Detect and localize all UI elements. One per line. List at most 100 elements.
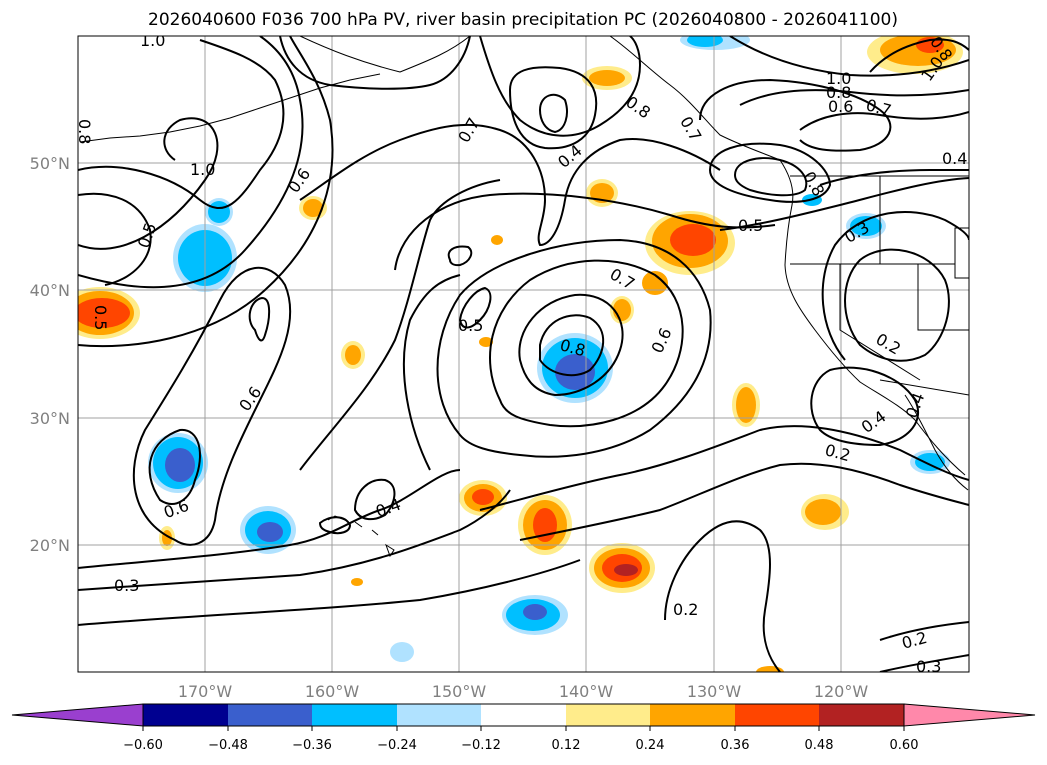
contour-label: 0.3 bbox=[916, 657, 941, 676]
lat-label: 20°N bbox=[30, 536, 70, 555]
shade-positive-9 bbox=[491, 235, 503, 245]
shade-positive-13d bbox=[614, 564, 638, 576]
precip-shading bbox=[78, 36, 963, 672]
map-frame bbox=[77, 35, 970, 673]
shade-negative-top-b bbox=[687, 36, 723, 47]
shade-positive-16b bbox=[805, 499, 841, 525]
contour-17 bbox=[394, 192, 776, 271]
shade-positive-17 bbox=[351, 578, 363, 586]
contour-14 bbox=[479, 36, 642, 137]
contour-8 bbox=[248, 296, 271, 342]
shade-negative-3c bbox=[165, 448, 195, 482]
colorbar-tick-label: 0.36 bbox=[721, 738, 750, 753]
contour-28 bbox=[664, 520, 781, 672]
contour-11 bbox=[78, 559, 581, 626]
contour-label: 0.2 bbox=[673, 600, 698, 619]
shade-negative-5c bbox=[523, 604, 547, 620]
na-west-coast bbox=[779, 159, 966, 476]
lon-label: 150°W bbox=[432, 682, 487, 701]
lat-label: 30°N bbox=[30, 409, 70, 428]
shade-positive-5b bbox=[590, 183, 614, 203]
contour-label: 0.3 bbox=[114, 576, 139, 595]
shade-positive-4b bbox=[303, 199, 323, 217]
contour-19 bbox=[489, 259, 684, 428]
colorbar-bin bbox=[397, 704, 481, 726]
contour-36 bbox=[739, 89, 969, 106]
contour-label: 0.8 bbox=[75, 119, 94, 144]
contour-7 bbox=[148, 428, 201, 505]
contour-21 bbox=[539, 314, 605, 377]
baja-coast bbox=[904, 394, 969, 491]
hawaii-islands bbox=[327, 515, 395, 558]
state-border-3 bbox=[839, 264, 921, 381]
shade-negative-1d bbox=[208, 201, 230, 223]
state-border-4 bbox=[879, 176, 969, 331]
colorbar-bin bbox=[481, 704, 566, 726]
colorbar-tick-label: −0.12 bbox=[461, 738, 501, 753]
shade-positive-2b bbox=[589, 70, 625, 86]
map-panel: 1.0 0.8 1.0 0.5 0.6 0.7 0.4 0.8 0.7 0.8 … bbox=[75, 31, 969, 676]
contour-18 bbox=[299, 179, 501, 471]
contour-20 bbox=[518, 293, 624, 397]
colorbar-bin bbox=[143, 704, 228, 726]
contour-6 bbox=[132, 266, 292, 546]
contour-label: 0.5 bbox=[91, 305, 110, 330]
contour-43 bbox=[353, 478, 396, 521]
colorbar-tick-label: 0.24 bbox=[636, 738, 665, 753]
colorbar-ticks bbox=[142, 726, 905, 731]
contour-35 bbox=[729, 36, 969, 77]
contour-9 bbox=[78, 469, 461, 569]
colorbar-bin bbox=[228, 704, 312, 726]
colorbar-bin bbox=[312, 704, 397, 726]
contour-label: 1.0 bbox=[140, 31, 165, 50]
colorbar-tick-label: 0.48 bbox=[805, 738, 834, 753]
contour-label: 0.4 bbox=[942, 149, 967, 168]
pv-contours bbox=[78, 36, 969, 672]
latitude-axis: 50°N 40°N 30°N 20°N bbox=[30, 154, 70, 555]
contour-25 bbox=[458, 286, 492, 329]
contour-label: 0.5 bbox=[738, 216, 763, 235]
colorbar-tick-label: −0.48 bbox=[208, 738, 248, 753]
lon-label: 170°W bbox=[178, 682, 233, 701]
colorbar-tick-label: −0.60 bbox=[123, 738, 163, 753]
lon-label: 130°W bbox=[687, 682, 742, 701]
shade-negative-8b bbox=[915, 453, 945, 471]
contour-26 bbox=[479, 425, 969, 511]
contour-13 bbox=[279, 36, 471, 90]
colorbar-extend-high bbox=[903, 703, 1036, 727]
lon-label: 140°W bbox=[559, 682, 614, 701]
contour-29 bbox=[810, 366, 920, 447]
lat-label: 40°N bbox=[30, 281, 70, 300]
colorbar-frame bbox=[142, 703, 905, 727]
figure-title: 2026040600 F036 700 hPa PV, river basin … bbox=[148, 10, 898, 30]
contour-label: 0.5 bbox=[458, 316, 483, 335]
contour-41 bbox=[879, 621, 969, 641]
lon-label: 160°W bbox=[305, 682, 360, 701]
shade-positive-7b bbox=[613, 299, 631, 321]
colorbar-bin bbox=[650, 704, 735, 726]
colorbar-tick-label: −0.24 bbox=[377, 738, 417, 753]
colorbar-bin bbox=[566, 704, 650, 726]
contour-37 bbox=[799, 111, 969, 131]
shade-positive-6c bbox=[670, 224, 716, 256]
shade-positive-15b bbox=[736, 387, 756, 423]
contour-1 bbox=[78, 39, 285, 210]
shade-negative-2c bbox=[555, 354, 595, 390]
contour-15 bbox=[538, 93, 568, 134]
colorbar-tick-label: 0.60 bbox=[890, 738, 919, 753]
contour-5 bbox=[78, 36, 334, 348]
shade-positive-3c bbox=[78, 298, 130, 328]
contour-4 bbox=[78, 36, 304, 289]
contour-44 bbox=[318, 516, 352, 535]
lon-label: 120°W bbox=[814, 682, 869, 701]
contour-label: 0.6 bbox=[828, 97, 853, 116]
contour-24 bbox=[447, 245, 473, 267]
contour-30 bbox=[844, 248, 950, 362]
colorbar-tick-label: 0.12 bbox=[552, 738, 581, 753]
longitude-axis: 170°W 160°W 150°W 140°W 130°W 120°W bbox=[178, 682, 869, 701]
shade-positive-8b bbox=[345, 345, 361, 365]
shade-negative-7b bbox=[850, 216, 882, 236]
contour-39 bbox=[719, 177, 969, 231]
contour-label: 1.0 bbox=[826, 69, 851, 88]
